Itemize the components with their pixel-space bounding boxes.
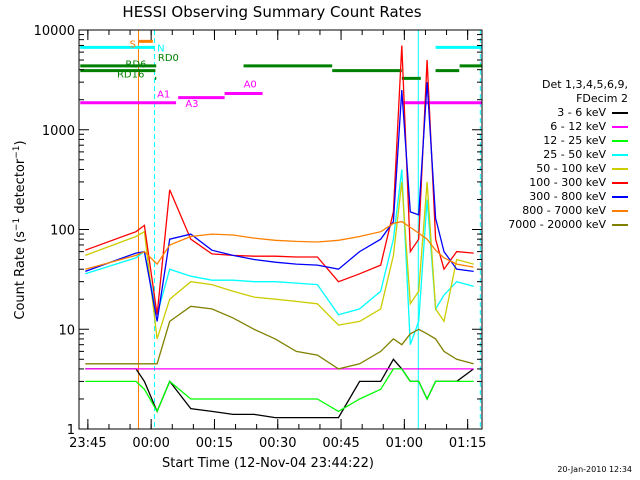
- legend-entry-label: 25 - 50 keV: [543, 148, 606, 161]
- series-line-6: [85, 45, 474, 315]
- x-axis-label: Start Time (12-Nov-04 23:44:22): [162, 456, 374, 471]
- legend-entry: 800 - 7000 keV: [480, 204, 628, 218]
- y-axis-label-part: Count Rate (s: [13, 231, 28, 320]
- legend-entry: 100 - 300 keV: [480, 176, 628, 190]
- legend-swatch: [612, 112, 628, 114]
- y-axis-label-part: −1: [12, 145, 22, 158]
- x-tick-label: 01:15: [449, 436, 486, 451]
- y-axis-label-part: detector: [13, 158, 28, 218]
- legend-entry: 7000 - 20000 keV: [480, 218, 628, 232]
- series-line-7: [85, 82, 474, 322]
- state-label-a0: A0: [244, 80, 257, 91]
- y-tick-label: 10000: [34, 24, 75, 39]
- series-line-9: [85, 305, 474, 370]
- x-tick-label: 23:45: [69, 436, 106, 451]
- y-axis-label-part: ): [13, 140, 28, 145]
- legend-swatch: [612, 224, 628, 226]
- x-tick-label: 00:45: [322, 436, 359, 451]
- state-label-a3: A3: [185, 99, 198, 110]
- legend-swatch: [612, 140, 628, 142]
- legend-entry-label: 100 - 300 keV: [529, 176, 606, 189]
- y-tick-label: 10: [58, 323, 75, 338]
- chart-title: HESSI Observing Summary Count Rates: [122, 3, 421, 21]
- state-label-s: S: [130, 39, 136, 50]
- x-tick-label: 00:00: [132, 436, 169, 451]
- y-tick-label: 1000: [42, 124, 75, 139]
- legend-entry: 300 - 800 keV: [480, 190, 628, 204]
- series-line-4: [85, 169, 474, 345]
- legend-entry: 50 - 100 keV: [480, 162, 628, 176]
- legend-entry-label: 300 - 800 keV: [529, 190, 606, 203]
- legend-swatch: [612, 210, 628, 212]
- x-tick-label: 00:15: [196, 436, 233, 451]
- timestamp: 20-Jan-2010 12:34: [557, 465, 632, 474]
- series-line-8: [85, 220, 474, 270]
- legend-entry-label: 50 - 100 keV: [536, 162, 606, 175]
- legend-swatch: [612, 126, 628, 128]
- legend-entry-label: 6 - 12 keV: [550, 120, 606, 133]
- legend: Det 1,3,4,5,6,9, FDecim 2 3 - 6 keV 6 - 1…: [480, 78, 628, 232]
- legend-entry-label: 12 - 25 keV: [543, 134, 606, 147]
- legend-entry-label: 800 - 7000 keV: [522, 204, 606, 217]
- y-axis-label-part: −1: [12, 218, 22, 231]
- legend-swatch: [612, 196, 628, 198]
- state-label-n: N: [157, 43, 164, 54]
- state-label-rd6: RD6: [125, 60, 146, 71]
- series-line-5: [85, 181, 474, 340]
- state-label-rd0: RD0: [158, 53, 179, 64]
- state-label-a1: A1: [157, 90, 170, 101]
- legend-entry-label: 3 - 6 keV: [557, 106, 606, 119]
- legend-entry: 25 - 50 keV: [480, 148, 628, 162]
- y-tick-label: 1: [67, 423, 75, 438]
- legend-swatch: [612, 182, 628, 184]
- x-tick-label: 00:30: [259, 436, 296, 451]
- legend-entry-label: 7000 - 20000 keV: [508, 218, 606, 231]
- state-label-rd16: RD16: [117, 69, 144, 80]
- y-tick-label: 100: [50, 224, 75, 239]
- legend-entry: 6 - 12 keV: [480, 120, 628, 134]
- legend-header-line: FDecim 2: [576, 92, 628, 105]
- x-tick-label: 01:00: [386, 436, 423, 451]
- legend-entry: 12 - 25 keV: [480, 134, 628, 148]
- y-axis-label: Count Rate (s−1 detector−1): [12, 140, 28, 319]
- legend-entry: 3 - 6 keV: [480, 106, 628, 120]
- legend-swatch: [612, 168, 628, 170]
- legend-swatch: [612, 154, 628, 156]
- series-line-3: [85, 368, 474, 413]
- legend-header-line: Det 1,3,4,5,6,9,: [541, 78, 628, 91]
